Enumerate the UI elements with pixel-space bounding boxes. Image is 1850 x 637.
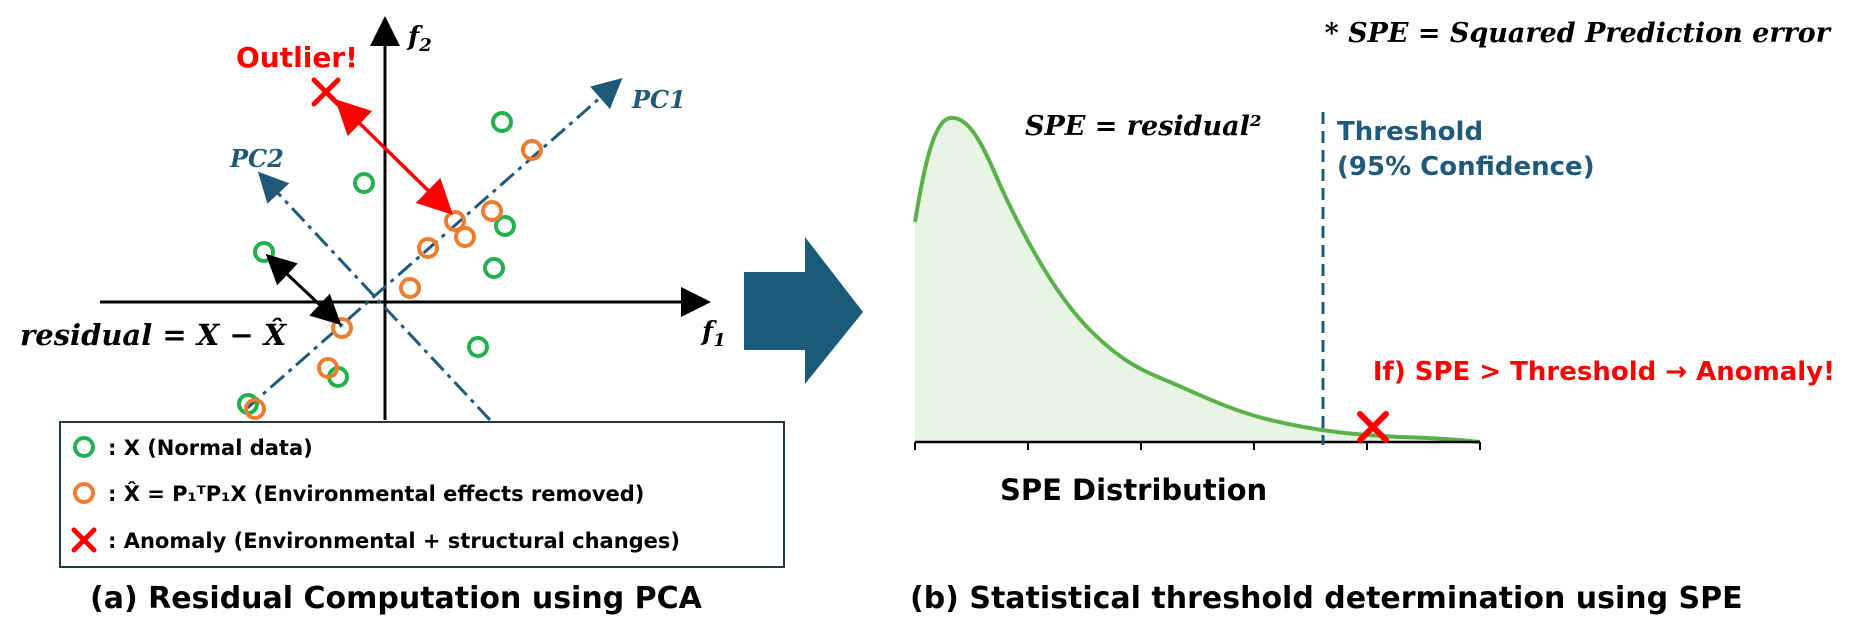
spe-distribution-fill: [915, 117, 1480, 443]
pc1-label: PC1: [631, 85, 686, 114]
legend: : X (Normal data) : X̂ = P₁ᵀP₁X (Environ…: [59, 421, 785, 568]
reconstructed-point: [244, 398, 266, 420]
f1-axis-label: f1: [700, 317, 726, 351]
legend-anomaly-label: : Anomaly (Environmental + structural ch…: [108, 529, 680, 553]
legend-anomaly-icon: [71, 527, 97, 553]
transition-arrow: [744, 237, 863, 384]
legend-reconstructed-icon: [73, 482, 95, 504]
reconstructed-point: [317, 357, 339, 379]
legend-normal-label: : X (Normal data): [108, 436, 313, 460]
legend-normal-icon: [73, 436, 95, 458]
normal-point: [467, 336, 489, 358]
legend-box: [59, 421, 785, 568]
spe-x-ticks: [914, 442, 1481, 450]
spe-formula: SPE = residual²: [1025, 111, 1262, 142]
outlier-marker: [311, 77, 341, 107]
caption-a: (a) Residual Computation using PCA: [90, 581, 703, 616]
normal-point: [491, 111, 513, 133]
reconstructed-point: [444, 210, 466, 232]
threshold-label: Threshold: [1337, 117, 1483, 147]
reconstructed-point: [481, 200, 503, 222]
pc2-axis: [257, 171, 492, 422]
anomaly-marker: [1357, 411, 1389, 443]
pc1-axis: [244, 78, 623, 412]
normal-point: [483, 257, 505, 279]
normal-point: [353, 172, 375, 194]
reconstructed-point: [399, 277, 421, 299]
outlier-residual-arrow: [335, 99, 453, 215]
threshold-confidence-label: (95% Confidence): [1337, 152, 1595, 182]
pc2-label: PC2: [229, 144, 284, 173]
normal-point: [253, 241, 275, 263]
reconstructed-point: [417, 237, 439, 259]
spe-definition: * SPE = Squared Prediction error: [1325, 18, 1832, 49]
panel-b: * SPE = Squared Prediction error SPE Dis…: [910, 18, 1835, 616]
reconstructed-points: [244, 139, 543, 420]
reconstructed-point: [331, 317, 353, 339]
reconstructed-point: [454, 226, 476, 248]
residual-label: residual = X − X̂: [20, 318, 288, 352]
outlier-label: Outlier!: [236, 41, 358, 74]
reconstructed-point: [521, 139, 543, 161]
f2-axis-label: f2: [406, 22, 432, 56]
residual-arrow: [265, 253, 342, 326]
spe-x-axis-label: SPE Distribution: [1000, 473, 1267, 507]
panel-a: f2 f1 PC1 PC2: [20, 16, 785, 616]
legend-reconstructed-label: : X̂ = P₁ᵀP₁X (Environmental effects rem…: [108, 481, 644, 506]
anomaly-rule: If) SPE > Threshold → Anomaly!: [1373, 357, 1835, 387]
caption-b: (b) Statistical threshold determination …: [910, 581, 1743, 616]
normal-point: [494, 215, 516, 237]
